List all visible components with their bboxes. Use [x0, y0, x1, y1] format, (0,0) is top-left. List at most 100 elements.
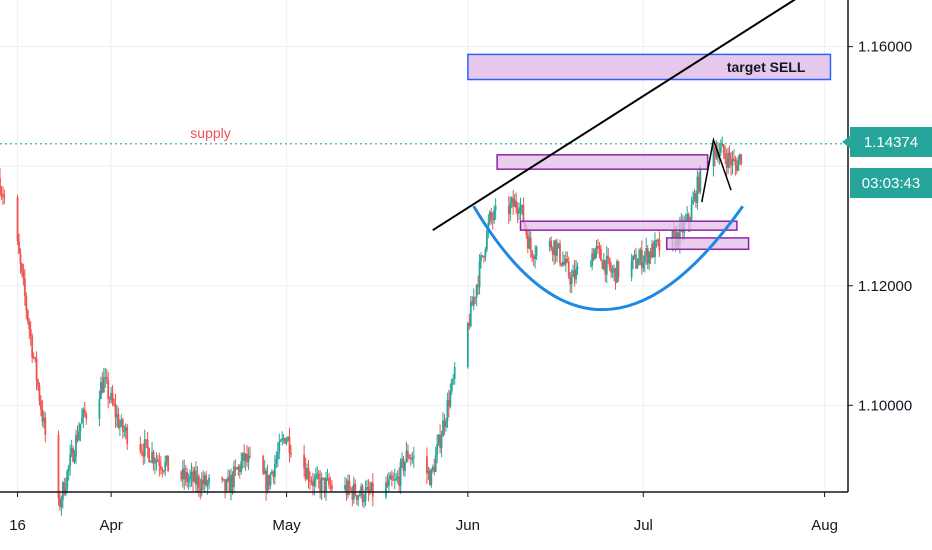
candle-body	[323, 477, 326, 492]
candle-body	[0, 178, 1, 194]
candle-body	[199, 488, 202, 491]
time-tick-label: Jun	[456, 517, 480, 534]
candle-body	[189, 476, 191, 480]
candle-body	[692, 199, 694, 205]
candle-body	[526, 234, 529, 249]
candle-body	[512, 198, 515, 207]
candle-body	[411, 457, 414, 459]
candle-body	[370, 482, 373, 493]
candle-body	[101, 382, 104, 393]
candle-body	[408, 457, 411, 459]
candle-body	[636, 265, 639, 269]
candle-body	[152, 452, 155, 464]
candle-body	[630, 260, 633, 277]
candle-body	[696, 176, 699, 203]
candle-body	[733, 158, 735, 161]
candle-body	[654, 240, 656, 257]
candle-body	[607, 255, 610, 259]
time-tick-label: Apr	[99, 517, 122, 534]
candle-body	[221, 477, 224, 480]
candle-body	[26, 310, 29, 322]
candle-body	[309, 480, 311, 482]
candle-body	[107, 379, 110, 399]
candle-body	[616, 261, 618, 283]
candle-body	[126, 427, 129, 445]
candle-body	[247, 455, 250, 463]
candle-body	[635, 254, 637, 269]
candle-body	[737, 160, 740, 171]
candle-body	[143, 439, 146, 457]
candle-body	[118, 425, 121, 428]
candle-body	[389, 475, 392, 480]
candle-body	[735, 165, 738, 171]
candle-body	[307, 468, 310, 481]
candle-body	[560, 263, 563, 266]
candle-body	[275, 458, 278, 464]
candle-body	[452, 378, 455, 381]
candle-body	[41, 409, 44, 422]
candle-body	[288, 436, 291, 454]
candle-body	[313, 479, 316, 486]
candle-body	[354, 483, 357, 496]
candle-body	[639, 250, 642, 259]
candle-body	[697, 176, 700, 192]
candle-body	[303, 454, 306, 469]
candle-body	[183, 468, 186, 480]
candle-body	[322, 477, 325, 479]
candle-body	[363, 500, 365, 503]
candle-body	[349, 488, 352, 490]
candle-body	[268, 475, 270, 486]
candle-body	[193, 470, 196, 482]
candle-body	[649, 252, 652, 258]
candle-body	[59, 497, 61, 508]
candle-body	[225, 480, 228, 491]
candle-body	[328, 477, 330, 485]
candle-body	[727, 152, 730, 168]
candle-body	[63, 482, 66, 494]
candle-body	[355, 495, 358, 500]
candle-body	[325, 478, 327, 492]
supply-label: supply	[190, 125, 230, 141]
candle-body	[548, 240, 551, 248]
candle-body	[113, 402, 115, 405]
candle-body	[673, 230, 675, 232]
candle-body	[440, 436, 443, 449]
candle-body	[66, 470, 69, 489]
candle-body	[120, 419, 123, 426]
candle-body	[263, 470, 266, 474]
candle-body	[282, 438, 285, 440]
candle-body	[469, 301, 472, 327]
candle-body	[405, 450, 408, 463]
candle-body	[18, 241, 20, 254]
candle-body	[98, 398, 101, 419]
candle-body	[240, 461, 243, 472]
candle-body	[518, 212, 520, 214]
candle-body	[121, 419, 124, 432]
candle-body	[311, 482, 314, 486]
candle-body	[203, 475, 206, 485]
candle-body	[594, 249, 596, 260]
purple-zone	[519, 220, 738, 231]
purple-zone	[665, 237, 750, 251]
candle-body	[140, 451, 143, 453]
candle-body	[449, 391, 452, 407]
candle-body	[591, 253, 594, 266]
candle-body	[345, 485, 348, 496]
last-price-tag: 1.14374	[842, 127, 932, 157]
candle-body	[556, 245, 558, 256]
candle-body	[478, 261, 481, 288]
candle-body	[566, 258, 569, 262]
candle-body	[83, 409, 86, 415]
candle-body	[712, 147, 715, 167]
candle-body	[427, 470, 430, 474]
candle-body	[575, 269, 577, 280]
candle-body	[480, 255, 482, 262]
candle-body	[471, 301, 474, 306]
candle-body	[433, 466, 436, 472]
candle-body	[145, 439, 148, 441]
candle-body	[651, 243, 653, 258]
candle-body	[468, 323, 471, 327]
candle-body	[592, 253, 595, 260]
candle-body	[367, 487, 370, 492]
